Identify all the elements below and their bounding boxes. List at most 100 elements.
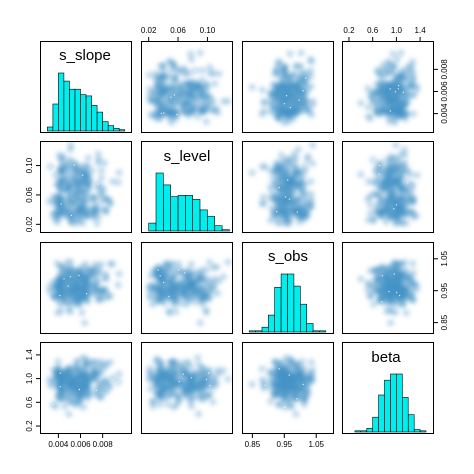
histogram-bar <box>74 88 81 132</box>
outlier-point <box>402 91 405 94</box>
scatter-point <box>397 49 405 57</box>
scatter-point <box>397 111 405 119</box>
scatter-point <box>295 389 303 397</box>
scatter-point <box>146 71 154 79</box>
scatter-point <box>183 79 191 87</box>
scatter-point <box>292 154 300 162</box>
histogram-bar <box>293 285 301 333</box>
scatter-point <box>92 390 100 398</box>
scatter-point <box>409 260 417 268</box>
scatter-point <box>392 141 400 149</box>
scatter-point <box>388 180 396 188</box>
scatter-panel-beta-vs-s_slope <box>45 354 123 418</box>
scatter-point <box>71 384 79 392</box>
scatter-point <box>147 293 155 301</box>
scatter-point <box>91 372 99 381</box>
scatter-point <box>58 194 66 202</box>
scatter-point <box>364 286 372 294</box>
scatter-point <box>146 285 154 293</box>
scatter-point <box>214 289 222 298</box>
tick-label: 0.2 <box>25 420 34 432</box>
scatter-point <box>184 266 192 274</box>
scatter-point <box>402 294 411 302</box>
scatter-point <box>278 174 286 182</box>
scatter-point <box>171 106 179 114</box>
scatter-point <box>370 190 378 198</box>
scatter-point <box>149 397 157 405</box>
scatter-point <box>282 219 290 227</box>
scatter-point <box>63 258 71 266</box>
scatter-point <box>292 410 300 418</box>
histogram-bar <box>319 330 327 333</box>
scatter-point <box>258 199 266 207</box>
scatter-point <box>65 205 73 213</box>
diag-label-s_level: s_level <box>164 148 211 165</box>
scatter-point <box>187 402 196 410</box>
scatter-point <box>274 61 282 69</box>
scatter-point <box>82 208 90 216</box>
scatter-point <box>295 79 303 87</box>
scatter-point <box>175 260 183 268</box>
outlier-point <box>63 278 65 280</box>
scatter-point <box>402 309 410 317</box>
scatter-point <box>378 182 386 190</box>
scatter-point <box>187 260 196 268</box>
scatter-point <box>273 196 281 204</box>
tick-label: 1.4 <box>25 349 34 361</box>
scatter-point <box>272 392 280 400</box>
panel-frame <box>242 342 334 434</box>
scatter-point <box>101 205 109 213</box>
scatter-point <box>194 113 202 121</box>
outlier-point <box>302 383 304 386</box>
outlier-point <box>378 173 380 175</box>
tick-label: 0.85 <box>245 440 261 449</box>
scatter-point <box>54 358 62 366</box>
scatter-point <box>300 216 308 224</box>
scatter-point <box>292 62 300 70</box>
scatter-point <box>83 279 91 287</box>
outlier-point <box>285 196 287 198</box>
scatter-point <box>403 197 411 206</box>
scatter-point <box>187 50 195 58</box>
scatter-point <box>293 197 301 205</box>
scatter-point <box>376 97 384 105</box>
scatter-point <box>184 107 192 115</box>
panel-frame <box>40 242 132 334</box>
scatter-point <box>366 209 375 217</box>
panel-frame <box>141 141 233 233</box>
scatter-point <box>403 189 411 197</box>
scatter-point <box>213 105 221 113</box>
outlier-point <box>264 384 266 386</box>
scatter-point <box>177 268 185 276</box>
scatter-point <box>307 202 316 210</box>
scatter-panel-s_slope-vs-s_level <box>145 49 232 127</box>
scatter-point <box>109 177 117 186</box>
scatter-panel-s_slope-vs-s_obs <box>248 49 317 127</box>
outlier-point <box>194 69 196 72</box>
scatter-point <box>383 93 391 101</box>
panel-frame <box>342 342 434 434</box>
panel-frame <box>242 141 334 233</box>
scatter-point <box>84 379 92 388</box>
scatter-point <box>295 182 303 190</box>
scatter-point <box>296 176 304 184</box>
scatter-point <box>53 202 61 210</box>
scatter-point <box>274 201 283 209</box>
scatter-point <box>213 379 221 388</box>
outlier-point <box>276 210 278 213</box>
outlier-point <box>407 182 409 184</box>
scatter-panel-s_obs-vs-s_slope <box>45 258 123 327</box>
scatter-point <box>364 112 373 120</box>
outlier-point <box>394 91 397 93</box>
scatter-point <box>402 211 411 219</box>
outlier-point <box>95 389 98 391</box>
outlier-point <box>168 295 170 298</box>
scatter-point <box>366 201 375 209</box>
scatter-point <box>224 375 232 383</box>
scatter-point <box>293 383 301 392</box>
scatter-point <box>379 107 387 115</box>
scatter-point <box>394 193 403 201</box>
scatter-point <box>273 66 281 74</box>
scatter-point <box>56 208 64 216</box>
scatter-point <box>62 186 70 194</box>
